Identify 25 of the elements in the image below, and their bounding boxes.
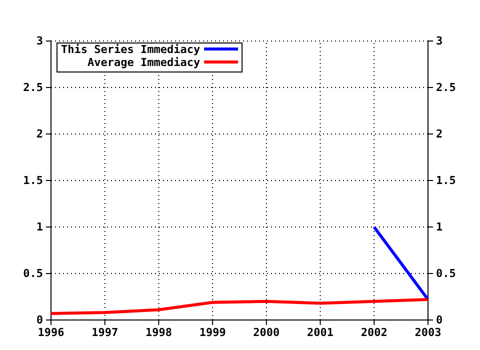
legend-label: This Series Immediacy	[61, 43, 200, 56]
y2-tick-label: 1.5	[436, 174, 456, 188]
y-tick-label: 3	[36, 34, 43, 48]
x-tick-label: 1997	[92, 326, 118, 339]
y-tick-label: 0.5	[23, 267, 43, 280]
line-series	[50, 298, 430, 315]
legend-label: Average Immediacy	[87, 56, 200, 69]
x-tick-label: 1998	[145, 326, 172, 339]
x-tick-label: 2000	[253, 326, 280, 339]
x-tick-label: 2002	[360, 326, 388, 339]
y2-tick-label: 2.5	[436, 81, 456, 94]
y2-tick-label: 0	[436, 314, 443, 327]
y2-tick-label: 3	[436, 34, 443, 48]
x-tick-label: 2003	[414, 326, 442, 339]
y-tick-label: 1	[36, 220, 44, 234]
x-tick-label: 1996	[38, 326, 65, 339]
y-tick-label: 0	[36, 314, 43, 327]
y2-tick-label: 1	[436, 220, 443, 234]
x-tick-label: 2001	[307, 326, 334, 339]
y2-tick-label: 0.5	[436, 267, 456, 280]
y-tick-label: 1.5	[23, 174, 43, 188]
y2-tick-label: 2	[436, 128, 443, 141]
y-tick-label: 2.5	[23, 81, 43, 94]
x-tick-label: 1999	[199, 326, 226, 339]
y-tick-label: 2	[36, 128, 43, 141]
